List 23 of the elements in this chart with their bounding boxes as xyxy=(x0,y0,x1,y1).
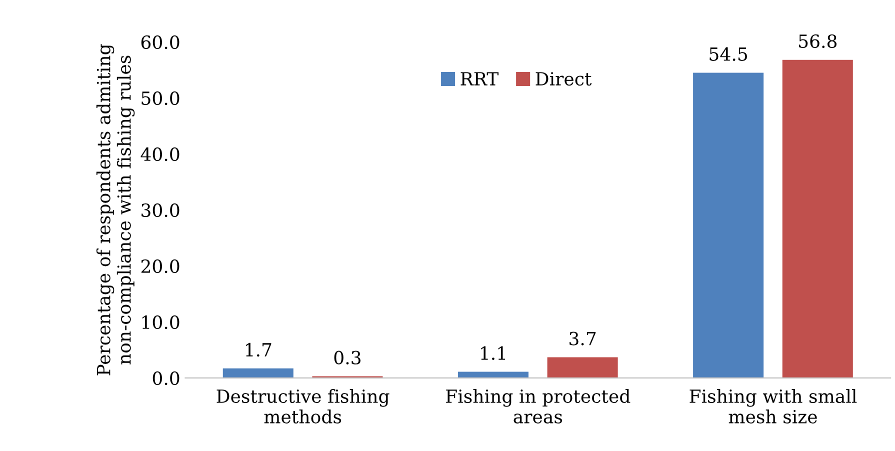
y-tick-label: 50.0 xyxy=(142,91,180,106)
y-tick-label: 40.0 xyxy=(140,147,180,162)
y-tick-label: 0.0 xyxy=(152,371,180,386)
y-axis-title: Percentage of respondents admiting non-compliance with fishing rules xyxy=(96,44,135,376)
data-label: 1.7 xyxy=(246,342,272,357)
data-label: 56.8 xyxy=(799,34,837,48)
bar xyxy=(222,368,294,378)
y-tick-label: 10.0 xyxy=(142,315,180,330)
bar xyxy=(782,60,853,378)
bar xyxy=(547,357,618,378)
x-tick-label: Fishing in protected areas xyxy=(446,389,630,424)
bar xyxy=(693,72,764,378)
data-label: 1.1 xyxy=(481,346,506,360)
y-tick-label: 20.0 xyxy=(141,259,180,274)
legend-label: Direct xyxy=(536,72,592,86)
x-tick-label: Fishing with small mesh size xyxy=(690,389,857,424)
data-label: 54.5 xyxy=(710,47,748,61)
y-tick-label: 30.0 xyxy=(142,203,180,218)
data-label: 0.3 xyxy=(334,350,360,364)
x-tick-label: Destructive fishing methods xyxy=(216,389,390,424)
data-label: 3.7 xyxy=(570,332,596,346)
legend-label: RRT xyxy=(460,72,499,86)
y-tick-label: 60.0 xyxy=(141,35,180,50)
